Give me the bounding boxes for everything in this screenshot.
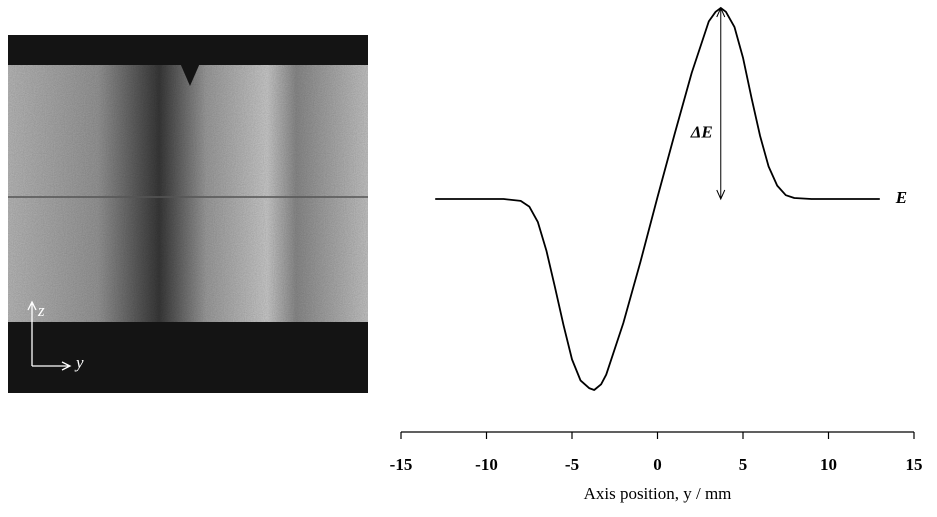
x-axis-label: Axis position, y / mm (584, 484, 732, 503)
image-notch (180, 63, 200, 86)
x-tick-label: 5 (739, 455, 748, 474)
delta-label: ΔE (690, 122, 713, 141)
x-tick-label: -5 (565, 455, 579, 474)
x-tick-label: 15 (906, 455, 923, 474)
curve (435, 7, 880, 391)
delta-arrow (716, 6, 726, 201)
x-tick-label: -15 (390, 455, 413, 474)
x-tick-label: 0 (653, 455, 662, 474)
image-y-label: y (74, 353, 84, 372)
micrograph: z y (8, 35, 368, 393)
image-band (8, 322, 368, 393)
curve-label: E (895, 188, 907, 207)
plot: -15 -10 -5 0 5 10 15 Axis position, y / mm ΔE E (390, 6, 923, 503)
image-band (8, 35, 368, 65)
image-z-label: z (37, 301, 45, 320)
x-tick-label: -10 (475, 455, 498, 474)
x-tick-label: 10 (820, 455, 837, 474)
image-axes (27, 300, 72, 371)
